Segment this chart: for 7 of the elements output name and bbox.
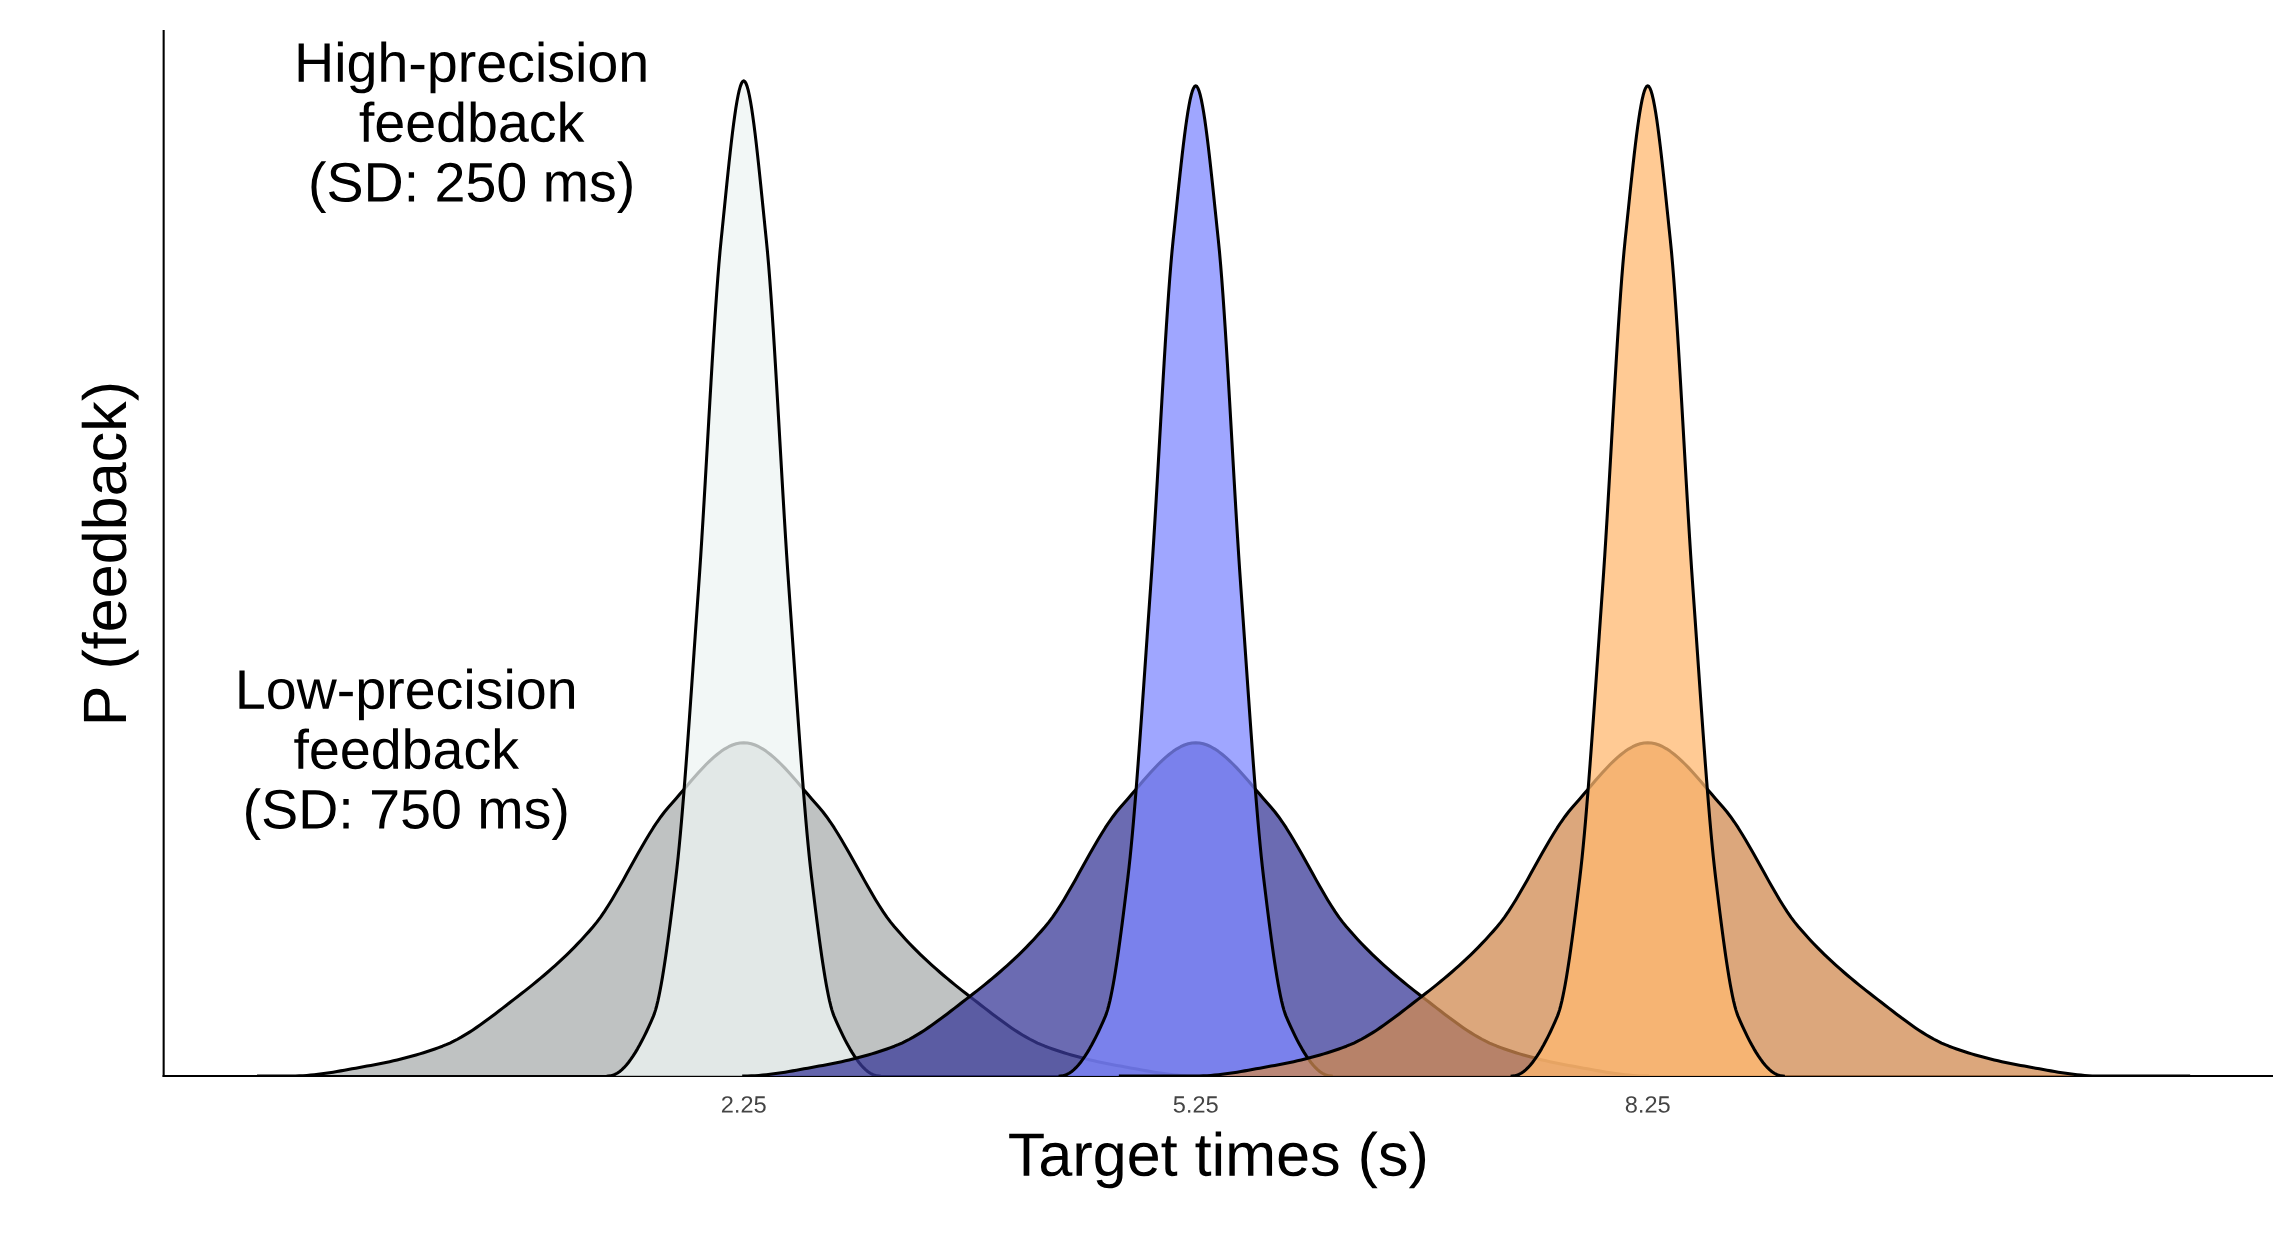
- x-tick-label: 2.25: [721, 1096, 766, 1113]
- x-tick-label: 5.25: [1173, 1096, 1218, 1113]
- x-axis-title: Target times (s): [1009, 1131, 1426, 1189]
- annotation: High-precision feedback (SD: 250 ms): [298, 41, 646, 213]
- y-axis-title: P (feedback): [81, 384, 139, 722]
- annotation: Low-precision feedback (SD: 750 ms): [239, 668, 575, 840]
- x-tick-label: 8.25: [1625, 1096, 1670, 1113]
